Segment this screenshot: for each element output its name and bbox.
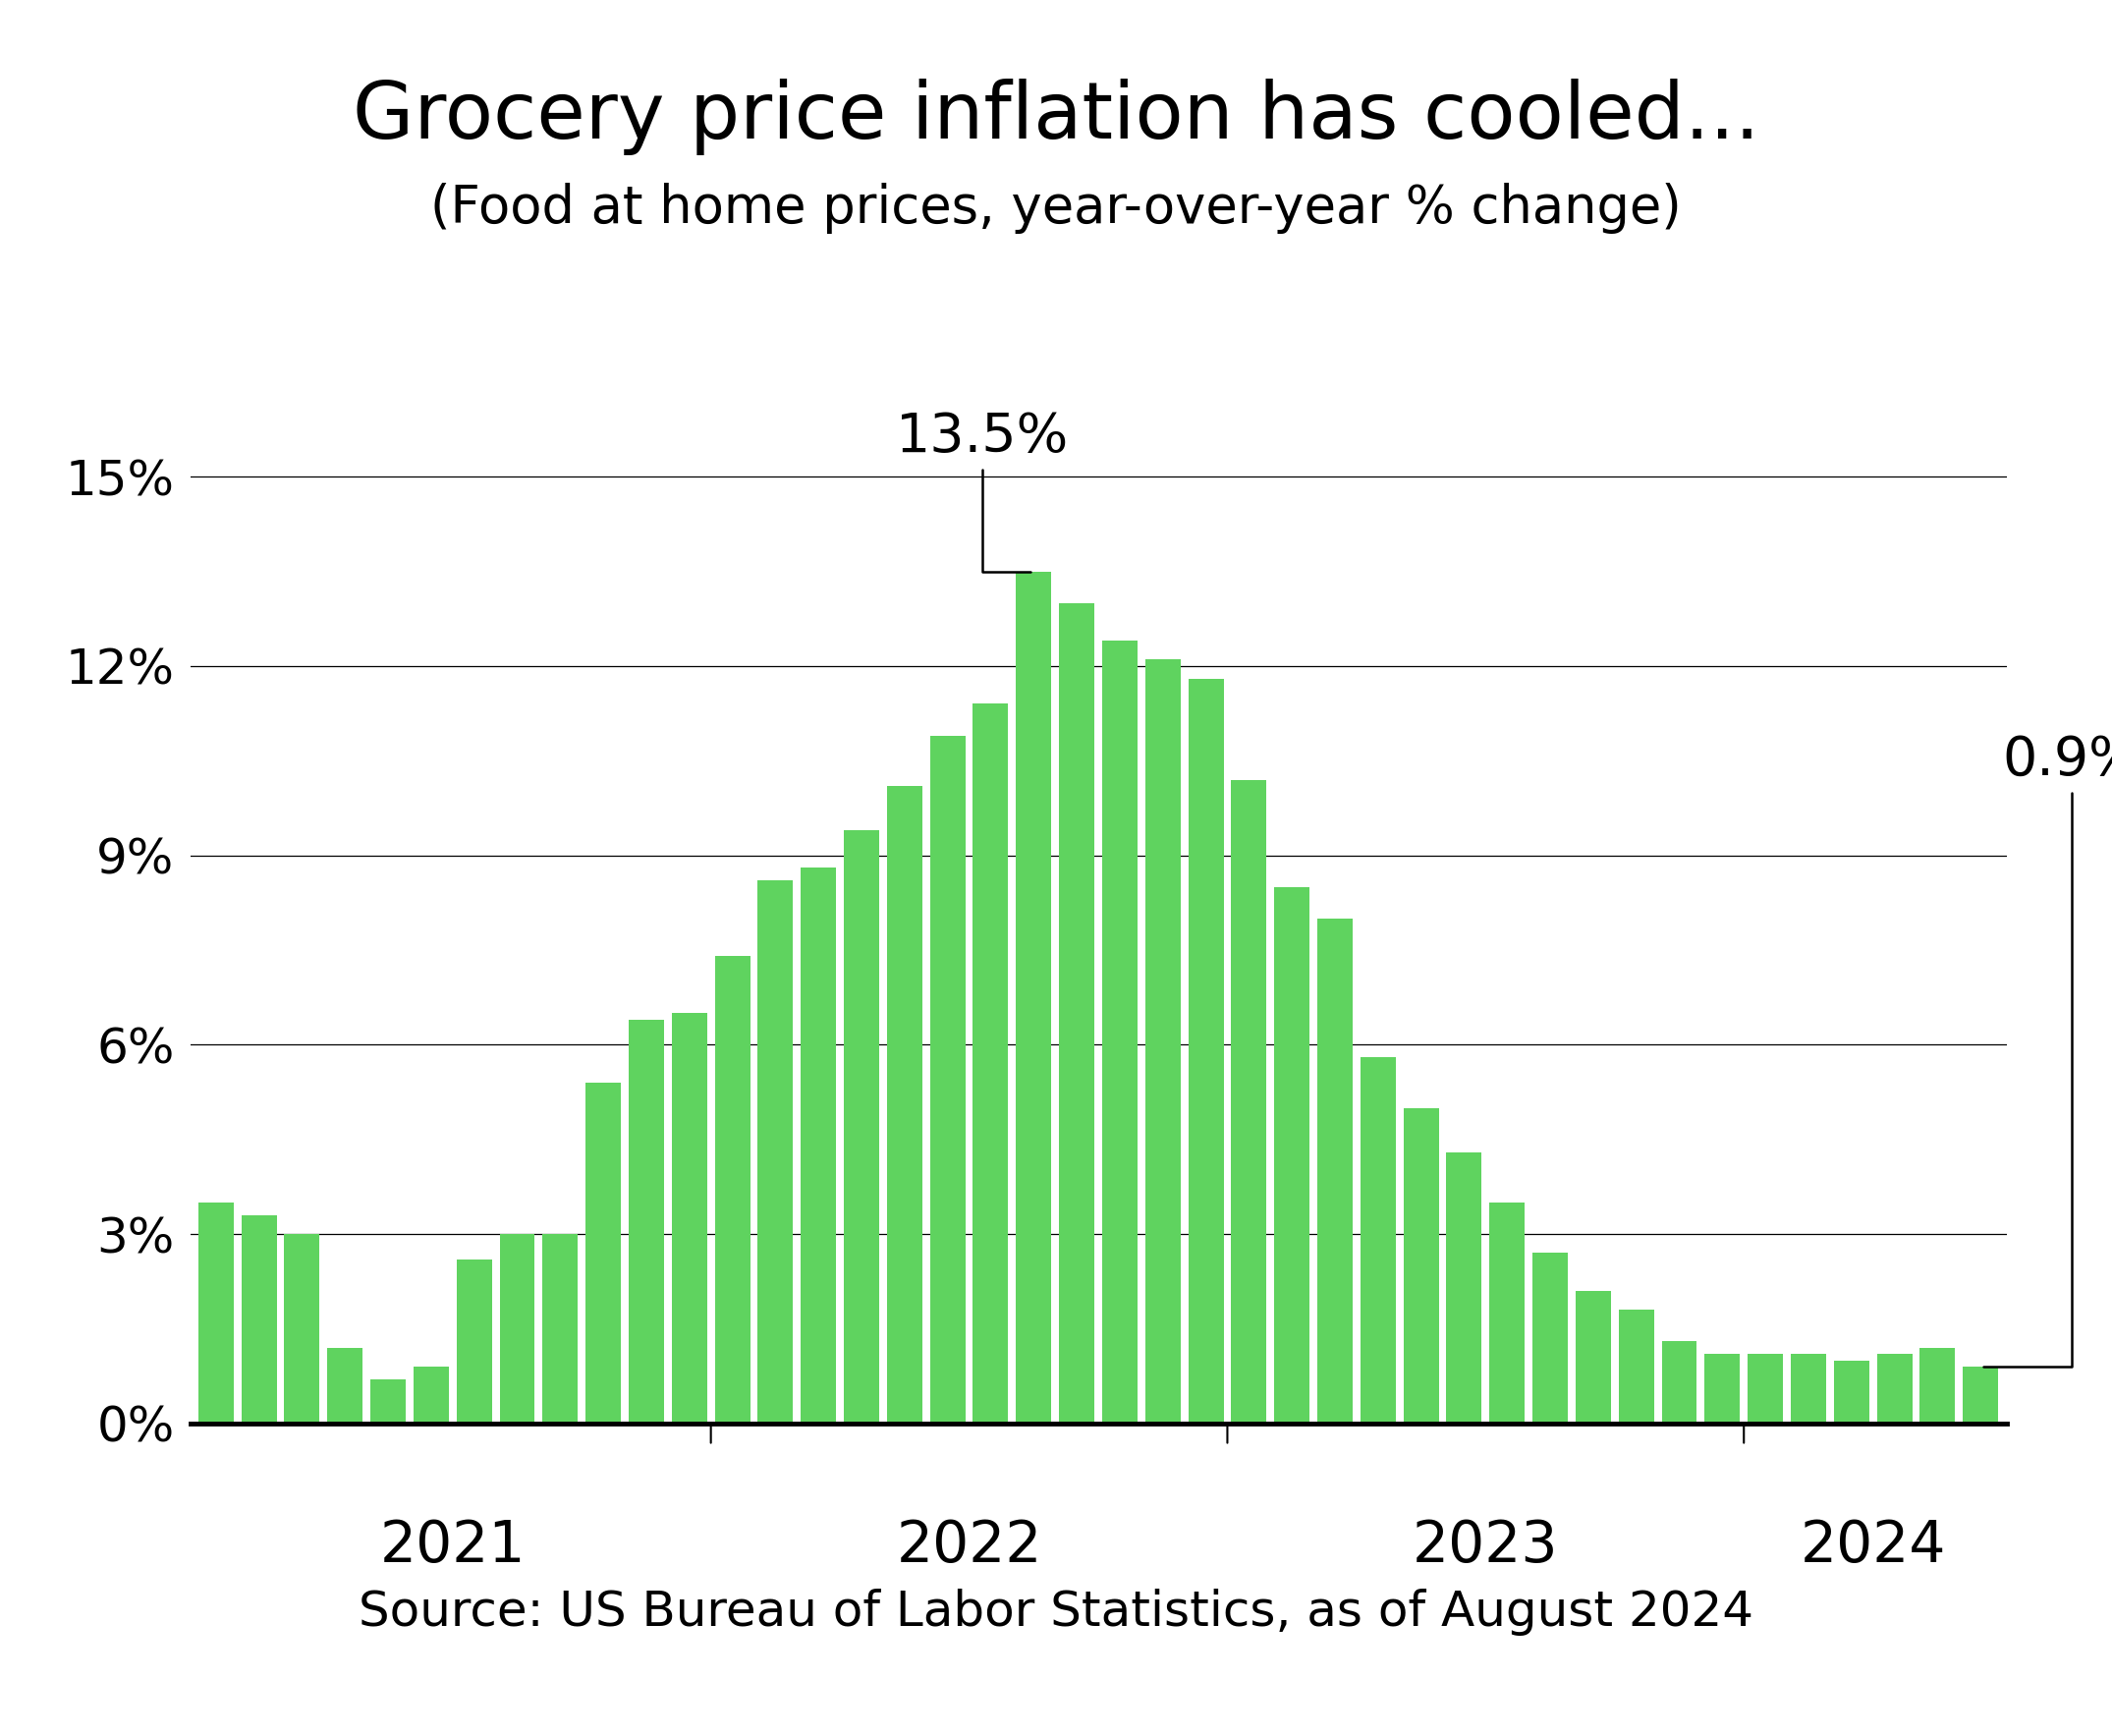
Bar bbox=[414, 1366, 448, 1424]
Bar bbox=[1016, 571, 1052, 1424]
Bar bbox=[1402, 1108, 1438, 1424]
Bar bbox=[456, 1259, 492, 1424]
Bar bbox=[1447, 1153, 1483, 1424]
Bar bbox=[1962, 1366, 1998, 1424]
Bar bbox=[501, 1234, 534, 1424]
Bar bbox=[199, 1203, 234, 1424]
Text: 2023: 2023 bbox=[1413, 1519, 1559, 1575]
Bar bbox=[1360, 1057, 1396, 1424]
Bar bbox=[974, 703, 1007, 1424]
Bar bbox=[1791, 1354, 1827, 1424]
Text: Source: US Bureau of Labor Statistics, as of August 2024: Source: US Bureau of Labor Statistics, a… bbox=[359, 1588, 1753, 1635]
Bar bbox=[1489, 1203, 1525, 1424]
Bar bbox=[543, 1234, 579, 1424]
Text: 13.5%: 13.5% bbox=[895, 411, 1069, 571]
Bar bbox=[887, 786, 923, 1424]
Text: 0.9%: 0.9% bbox=[1983, 734, 2112, 1366]
Bar bbox=[241, 1215, 277, 1424]
Bar bbox=[929, 736, 965, 1424]
Text: 2021: 2021 bbox=[380, 1519, 526, 1575]
Bar bbox=[845, 830, 879, 1424]
Bar bbox=[1878, 1354, 1911, 1424]
Bar bbox=[1189, 679, 1223, 1424]
Text: 2024: 2024 bbox=[1799, 1519, 1945, 1575]
Bar bbox=[1576, 1292, 1611, 1424]
Bar bbox=[1749, 1354, 1783, 1424]
Text: 2022: 2022 bbox=[895, 1519, 1041, 1575]
Bar bbox=[1662, 1342, 1696, 1424]
Bar bbox=[800, 868, 836, 1424]
Bar bbox=[1533, 1253, 1567, 1424]
Bar bbox=[1833, 1361, 1869, 1424]
Bar bbox=[1145, 660, 1181, 1424]
Bar bbox=[1274, 887, 1309, 1424]
Bar bbox=[629, 1019, 663, 1424]
Bar bbox=[370, 1380, 406, 1424]
Bar bbox=[1318, 918, 1352, 1424]
Bar bbox=[1920, 1347, 1956, 1424]
Bar bbox=[1102, 641, 1138, 1424]
Bar bbox=[714, 957, 750, 1424]
Bar bbox=[758, 880, 794, 1424]
Bar bbox=[672, 1014, 708, 1424]
Bar bbox=[585, 1083, 621, 1424]
Bar bbox=[327, 1347, 363, 1424]
Bar bbox=[1618, 1311, 1654, 1424]
Bar bbox=[1704, 1354, 1740, 1424]
Text: Grocery price inflation has cooled...: Grocery price inflation has cooled... bbox=[353, 78, 1759, 155]
Bar bbox=[1231, 779, 1267, 1424]
Text: (Food at home prices, year-over-year % change): (Food at home prices, year-over-year % c… bbox=[431, 182, 1681, 233]
Bar bbox=[285, 1234, 319, 1424]
Bar bbox=[1058, 602, 1094, 1424]
